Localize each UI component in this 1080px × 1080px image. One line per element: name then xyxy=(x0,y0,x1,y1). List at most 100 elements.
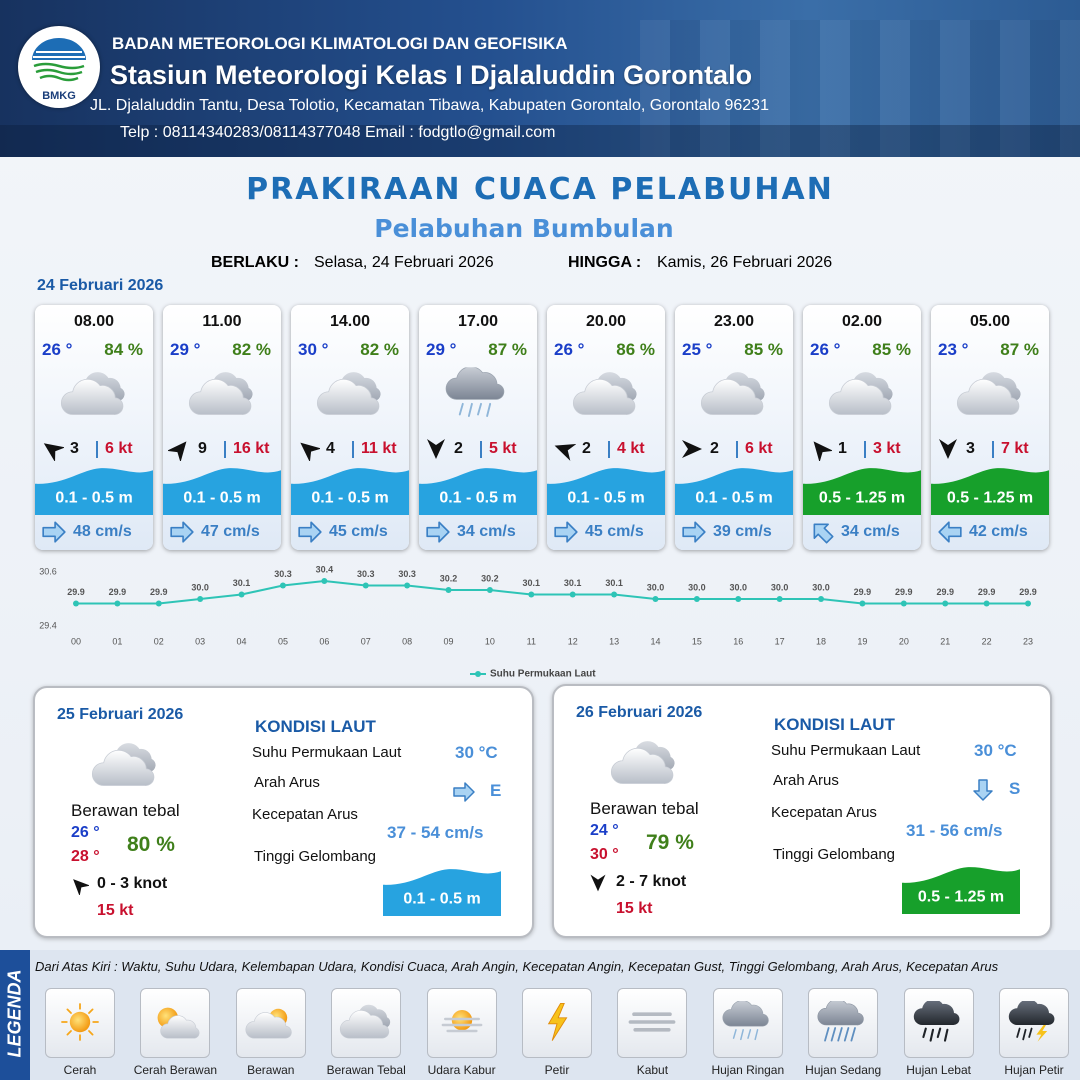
icon-use xyxy=(158,1008,200,1039)
panel-temp-max: 30 ° xyxy=(590,846,619,863)
sst-value-label: 29.9 xyxy=(895,587,913,597)
sst-point xyxy=(197,596,204,602)
x-tick-label: 17 xyxy=(775,636,785,646)
wave-shape xyxy=(547,468,665,515)
sea-heading: KONDISI LAUT xyxy=(774,715,895,734)
icon-use xyxy=(549,1003,567,1040)
legend-marker xyxy=(475,671,481,677)
sst-value-label: 30.3 xyxy=(398,569,416,579)
panel-date: 25 Februari 2026 xyxy=(57,706,184,723)
forecast-humidity: 87 % xyxy=(1000,340,1039,359)
sst-value-label: 29.9 xyxy=(150,587,168,597)
sst-point xyxy=(279,582,286,589)
arrow-use xyxy=(43,522,65,542)
sst-value-label: 30.0 xyxy=(191,582,209,592)
sst-value: 30 °C xyxy=(455,743,498,762)
current-speed: 34 cm/s xyxy=(841,523,900,540)
separator xyxy=(864,441,866,458)
legend-icon-box xyxy=(999,988,1069,1058)
sst-point xyxy=(569,591,576,598)
sst-value-label: 30.3 xyxy=(274,569,292,579)
weather-icon xyxy=(824,367,900,421)
logo: BMKG xyxy=(18,26,100,108)
sst-value-label: 30.3 xyxy=(357,569,375,579)
forecast-humidity: 85 % xyxy=(744,340,783,359)
logo-waves xyxy=(33,62,85,82)
forecast-card: 23.00 25 ° 85 % 2 6 kt 0.1 - 0.5 m 39 cm/s xyxy=(675,305,793,550)
valid-from-label: BERLAKU : xyxy=(211,254,299,271)
icon-use xyxy=(1009,999,1055,1042)
wave-band: 0.1 - 0.5 m xyxy=(163,468,281,515)
current-speed-label: Kecepatan Arus xyxy=(252,806,358,823)
legend-icon-box xyxy=(903,988,974,1058)
icon-use xyxy=(246,1009,292,1038)
separator xyxy=(608,441,610,458)
legend-icon xyxy=(718,999,778,1045)
sst-point xyxy=(611,591,618,598)
sst-point xyxy=(321,578,328,584)
sst-point xyxy=(1025,600,1031,607)
legend-label: Suhu Permukaan Laut xyxy=(490,669,596,680)
panel-temp-max: 28 ° xyxy=(71,848,100,865)
wave-band: 0.1 - 0.5 m xyxy=(291,468,409,515)
wave-shape xyxy=(163,468,281,515)
arrow-use xyxy=(555,522,577,542)
logo-lines xyxy=(33,51,85,58)
wave-band: 0.1 - 0.5 m xyxy=(547,468,665,515)
icon-use xyxy=(957,372,1020,414)
gust-speed: 11 kt xyxy=(361,440,397,457)
y-tick-label: 30.6 xyxy=(39,566,57,576)
x-tick-label: 22 xyxy=(982,636,992,646)
current-dir-label: Arah Arus xyxy=(254,774,320,791)
panel-date: 26 Februari 2026 xyxy=(576,704,703,721)
wave-shape xyxy=(931,468,1049,515)
x-tick-label: 06 xyxy=(319,636,329,646)
sst-point xyxy=(776,596,783,602)
valid-from: Selasa, 24 Februari 2026 xyxy=(314,254,494,271)
forecast-temp: 26 ° xyxy=(810,340,841,359)
gust-speed: 6 kt xyxy=(105,440,133,457)
gust-speed: 5 kt xyxy=(489,440,517,457)
sst-point xyxy=(652,596,659,602)
x-tick-label: 08 xyxy=(402,636,412,646)
gust-speed: 4 kt xyxy=(617,440,645,457)
current-speed-value: 31 - 56 cm/s xyxy=(906,821,1003,840)
sst-value-label: 30.1 xyxy=(564,578,582,588)
sst-point xyxy=(73,600,79,607)
legend-icon xyxy=(145,999,205,1045)
sst-label: Suhu Permukaan Laut xyxy=(252,744,402,761)
panel-current-arrow xyxy=(452,780,476,804)
icon-use xyxy=(829,372,892,414)
icon-use xyxy=(818,999,864,1040)
sst-line xyxy=(76,579,1028,605)
sst-point xyxy=(445,587,452,593)
forecast-temp: 25 ° xyxy=(682,340,713,359)
sst-point xyxy=(155,600,162,607)
wind-direction xyxy=(296,437,320,461)
logo-emblem xyxy=(32,38,86,82)
weather-icon xyxy=(440,367,516,421)
forecast-humidity: 86 % xyxy=(616,340,655,359)
sst-point xyxy=(238,591,245,598)
legend-icon xyxy=(432,999,492,1045)
current-speed: 34 cm/s xyxy=(457,523,516,540)
current-dir-value: S xyxy=(1009,779,1021,798)
legend-item-label: Hujan Sedang xyxy=(805,1063,882,1077)
current-dir-label: Arah Arus xyxy=(773,772,839,789)
arrow-use xyxy=(809,519,835,545)
wave-label: Tinggi Gelombang xyxy=(773,846,896,863)
legend-icon xyxy=(527,999,587,1045)
sst-value-label: 29.9 xyxy=(67,587,85,597)
sst-point xyxy=(900,600,907,607)
wind-speed: 4 xyxy=(326,440,335,457)
forecast-time: 05.00 xyxy=(969,313,1011,330)
icon-use xyxy=(340,1005,390,1039)
wave-height: 0.1 - 0.5 m xyxy=(695,490,772,507)
sst-point xyxy=(818,596,825,602)
wave-shape xyxy=(803,468,921,515)
wave-height: 0.5 - 1.25 m xyxy=(947,490,1033,507)
separator xyxy=(96,441,98,458)
forecast-temp: 23 ° xyxy=(938,340,969,359)
x-tick-label: 03 xyxy=(195,636,205,646)
x-tick-label: 13 xyxy=(609,636,619,646)
